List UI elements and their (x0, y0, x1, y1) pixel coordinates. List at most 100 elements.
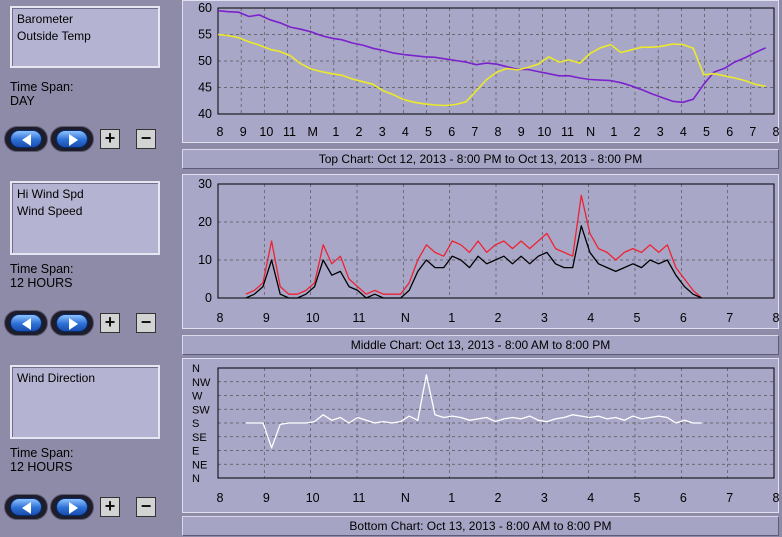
bottom-legend: Wind Direction (10, 365, 160, 439)
x-tick-label: 4 (587, 491, 594, 505)
y-tick-label: E (192, 446, 199, 458)
legend-outside-temp: Outside Temp (17, 29, 91, 43)
x-tick-label: 11 (283, 125, 296, 139)
top-prev-button[interactable] (4, 126, 48, 152)
x-tick-label: 9 (240, 125, 247, 139)
top-time-span: Time Span:DAY (10, 80, 94, 108)
chart-frame (182, 358, 779, 513)
top-chart-caption: Top Chart: Oct 12, 2013 - 8:00 PM to Oct… (182, 149, 779, 169)
middle-next-button[interactable] (50, 310, 94, 336)
bottom-chart: 8 9 10 11 N 1 2 3 4 5 6 7 8 N NW WSW S SE ENE N (182, 358, 779, 513)
bottom-chart-caption: Bottom Chart: Oct 13, 2013 - 8:00 AM to … (182, 516, 779, 536)
x-tick-label: 8 (217, 311, 224, 325)
plot-area (217, 183, 775, 299)
y-tick-label: 45 (198, 81, 212, 95)
left-arrow-icon (22, 502, 31, 514)
middle-zoom-out-button[interactable]: − (136, 313, 156, 333)
x-tick-label: 3 (657, 125, 664, 139)
x-tick-label: 8 (773, 491, 779, 505)
top-legend: Barometer Outside Temp (10, 6, 160, 68)
barometer-series (217, 9, 767, 104)
time-span-value[interactable]: 12 HOURS (10, 276, 73, 290)
bottom-prev-button[interactable] (4, 494, 48, 520)
x-tick-label: 4 (587, 311, 594, 325)
wind-speed-series (245, 225, 702, 299)
bottom-zoom-in-button[interactable]: + (100, 497, 120, 517)
x-tick-label: 8 (773, 311, 779, 325)
plot-area (217, 7, 775, 115)
x-tick-label: 1 (448, 311, 455, 325)
legend-hi-wind-spd: Hi Wind Spd (17, 187, 84, 201)
time-span-label: Time Span: (10, 262, 74, 276)
bottom-time-span: Time Span:12 HOURS (10, 446, 94, 474)
x-tick-label: 8 (217, 491, 224, 505)
y-tick-label: N (192, 473, 200, 485)
x-tick-label: 2 (495, 311, 502, 325)
top-zoom-out-button[interactable]: − (136, 129, 156, 149)
x-tick-label: 5 (634, 491, 641, 505)
x-tick-label: N (586, 125, 595, 139)
x-tick-label: 8 (773, 125, 779, 139)
time-span-value[interactable]: 12 HOURS (10, 460, 73, 474)
x-tick-label: 4 (402, 125, 409, 139)
x-tick-label: 10 (306, 491, 320, 505)
x-tick-label: 8 (495, 125, 502, 139)
time-span-label: Time Span: (10, 446, 74, 460)
x-tick-label: 10 (306, 311, 320, 325)
bottom-controls: + − (4, 494, 180, 520)
x-tick-label: 6 (680, 311, 687, 325)
time-span-value[interactable]: DAY (10, 94, 35, 108)
middle-time-span: Time Span:12 HOURS (10, 262, 94, 290)
y-tick-label: 20 (198, 215, 212, 229)
bottom-next-button[interactable] (50, 494, 94, 520)
x-tick-label: 9 (263, 311, 270, 325)
x-tick-label: 7 (726, 491, 733, 505)
x-tick-label: 11 (353, 311, 366, 325)
middle-legend: Hi Wind Spd Wind Speed (10, 181, 160, 255)
x-tick-label: 2 (634, 125, 641, 139)
middle-controls: + − (4, 310, 180, 336)
middle-zoom-in-button[interactable]: + (100, 313, 120, 333)
legend-wind-direction: Wind Direction (17, 371, 96, 385)
y-tick-label: S (192, 418, 199, 430)
x-tick-label: 6 (726, 125, 733, 139)
x-tick-label: 11 (353, 491, 366, 505)
legend-wind-speed: Wind Speed (17, 204, 83, 218)
chart-frame (182, 0, 779, 143)
x-tick-label: 1 (448, 491, 455, 505)
chart-grid (218, 367, 774, 479)
x-tick-label: 9 (518, 125, 525, 139)
x-tick-label: 5 (425, 125, 432, 139)
plot-area (217, 367, 775, 479)
outside-temp-series (217, 33, 766, 107)
right-arrow-icon (69, 502, 78, 514)
middle-prev-button[interactable] (4, 310, 48, 336)
x-tick-label: 5 (634, 311, 641, 325)
x-tick-label: 6 (448, 125, 455, 139)
top-zoom-in-button[interactable]: + (100, 129, 120, 149)
bottom-zoom-out-button[interactable]: − (136, 497, 156, 517)
y-tick-label: 30 (198, 177, 212, 191)
x-tick-label: 1 (332, 125, 339, 139)
right-arrow-icon (69, 318, 78, 330)
x-tick-label: 1 (610, 125, 617, 139)
x-tick-label: 2 (495, 491, 502, 505)
chart-frame (182, 174, 779, 329)
x-tick-label: 7 (471, 125, 478, 139)
x-tick-label: 3 (541, 311, 548, 325)
y-tick-label: SE (192, 432, 207, 444)
top-next-button[interactable] (50, 126, 94, 152)
y-tick-label: 40 (198, 107, 212, 121)
left-arrow-icon (22, 134, 31, 146)
x-tick-label: N (401, 491, 410, 505)
left-arrow-icon (22, 318, 31, 330)
y-tick-label: W (192, 391, 203, 403)
y-tick-label: NW (192, 377, 211, 389)
x-tick-label: 7 (726, 311, 733, 325)
x-tick-label: 3 (379, 125, 386, 139)
x-tick-label: 10 (537, 125, 551, 139)
wind-direction-series (245, 374, 702, 449)
x-tick-label: 9 (263, 491, 270, 505)
y-tick-label: 10 (198, 253, 212, 267)
